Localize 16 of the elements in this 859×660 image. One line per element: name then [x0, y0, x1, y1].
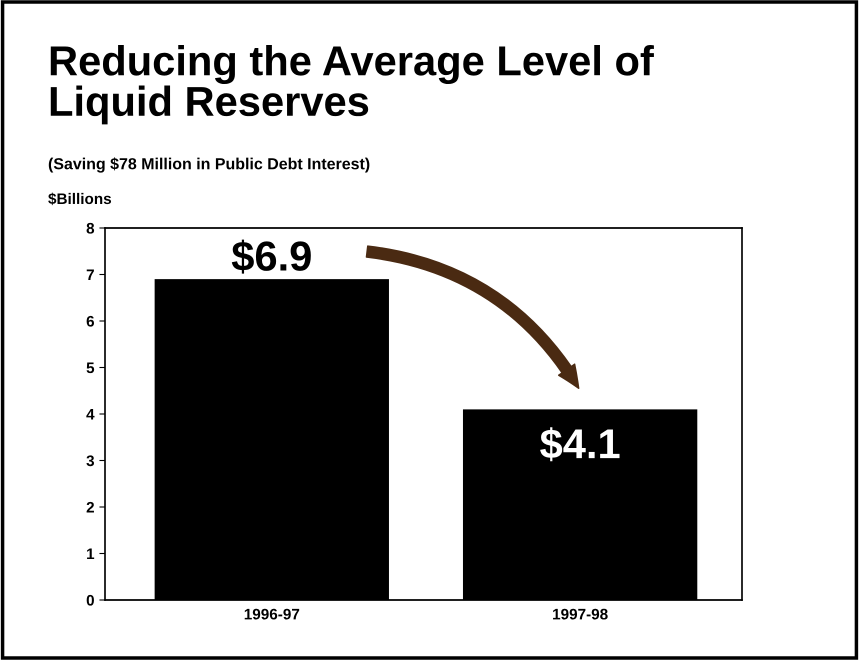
x-tick-label: 1997-98: [553, 608, 608, 620]
y-tick-label: 3: [86, 455, 94, 466]
x-tick-label: 1996-97: [244, 608, 300, 620]
y-tick-label: 7: [86, 270, 94, 280]
chart-subtitle: (Saving $78 Million in Public Debt Interest): [48, 157, 370, 173]
y-tick-label: 6: [86, 316, 94, 327]
y-tick-label: 8: [86, 222, 94, 234]
y-tick-label: 2: [86, 502, 94, 513]
y-tick-label: 0: [86, 594, 94, 606]
y-tick-label: 4: [86, 409, 94, 420]
y-tick-label: 1: [87, 548, 94, 560]
y-tick-label: 5: [86, 362, 94, 374]
data-label: $4.1: [540, 427, 620, 462]
data-label: $6.9: [232, 240, 311, 274]
y-axis-title: $Billions: [48, 192, 112, 206]
chart-title: Reducing the Average Level of Liquid Reserves: [50, 45, 654, 124]
